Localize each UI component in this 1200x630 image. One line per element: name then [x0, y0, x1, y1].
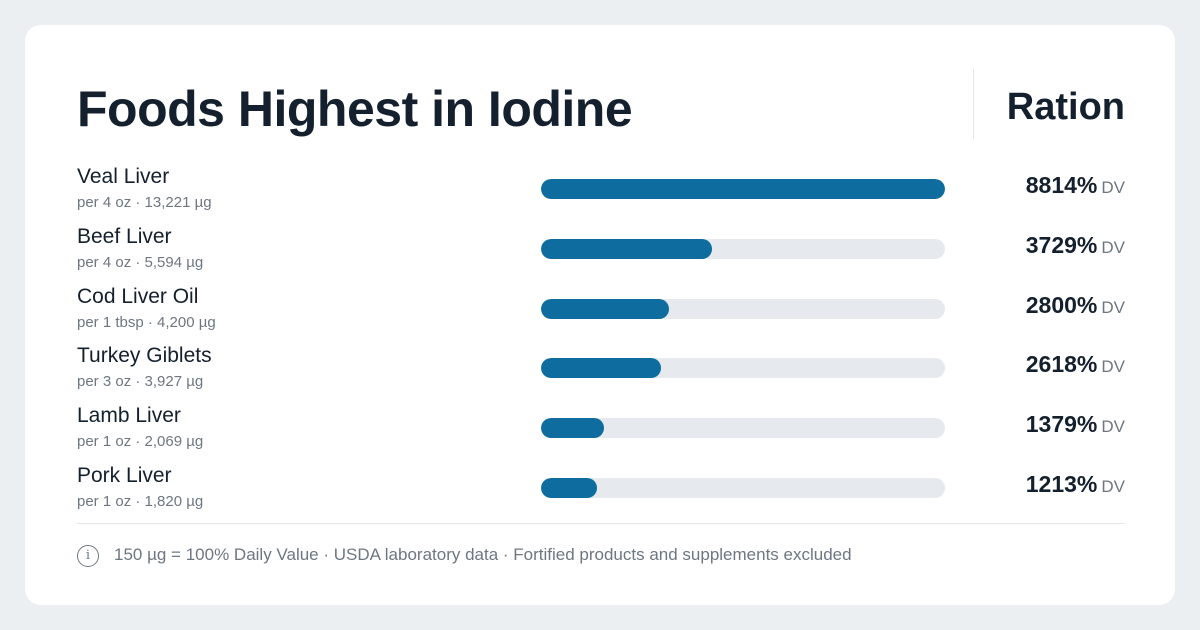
- dv-unit: DV: [1101, 357, 1125, 377]
- dv-unit: DV: [1101, 297, 1125, 317]
- footer: i 150 µg = 100% Daily Value · USDA labor…: [77, 543, 1125, 571]
- food-name: Turkey Giblets: [77, 344, 212, 368]
- bar-fill: [541, 298, 670, 319]
- bar-fill: [541, 238, 712, 259]
- bar-fill: [541, 179, 945, 199]
- bar-track: [541, 478, 945, 498]
- footnote: 150 µg = 100% Daily Value · USDA laborat…: [114, 545, 852, 564]
- table-row: Pork Liver per 1 oz · 1,820 µg 1213% DV: [77, 462, 1125, 520]
- percent-value: 3729%: [1025, 231, 1098, 258]
- bar-track: [541, 418, 945, 439]
- percent-value: 2800%: [1025, 291, 1098, 318]
- serving-info: per 3 oz · 3,927 µg: [77, 373, 204, 391]
- value-label: 1379% DV: [1026, 410, 1125, 440]
- bar-track: [541, 298, 945, 319]
- page-title: Foods Highest in Iodine: [77, 81, 633, 137]
- dv-unit: DV: [1101, 477, 1125, 496]
- food-name: Pork Liver: [77, 464, 172, 487]
- serving-info: per 1 tbsp · 4,200 µg: [77, 313, 216, 331]
- value-label: 1213% DV: [1026, 470, 1125, 500]
- value-label: 8814% DV: [1026, 171, 1125, 201]
- serving-info: per 1 oz · 2,069 µg: [77, 433, 204, 451]
- value-label: 2800% DV: [1026, 291, 1125, 321]
- food-name: Lamb Liver: [77, 404, 181, 428]
- bar-fill: [541, 358, 661, 379]
- table-row: Cod Liver Oil per 1 tbsp · 4,200 µg 2800% D…: [77, 283, 1125, 341]
- percent-value: 8814%: [1025, 172, 1098, 198]
- food-name: Cod Liver Oil: [77, 284, 199, 308]
- serving-info: per 4 oz · 5,594 µg: [77, 253, 204, 271]
- bar-track: [541, 179, 945, 199]
- table-row: Veal Liver per 4 oz · 13,221 µg 8814% DV: [77, 163, 1125, 221]
- bar-fill: [541, 418, 605, 439]
- dv-unit: DV: [1101, 417, 1125, 437]
- bar-track: [541, 238, 945, 259]
- percent-value: 1379%: [1025, 411, 1098, 438]
- table-row: Beef Liver per 4 oz · 5,594 µg 3729% DV: [77, 223, 1125, 281]
- food-name: Veal Liver: [77, 165, 170, 188]
- card-header: Foods Highest in Iodine Ration: [77, 69, 1125, 165]
- bar-track: [541, 358, 945, 379]
- info-icon: i: [77, 545, 99, 567]
- value-label: 3729% DV: [1026, 231, 1125, 261]
- serving-info: per 1 oz · 1,820 µg: [77, 493, 204, 510]
- chart-card: Foods Highest in Iodine Ration Veal Live…: [25, 25, 1175, 605]
- food-name: Beef Liver: [77, 224, 172, 248]
- serving-info: per 4 oz · 13,221 µg: [77, 194, 212, 211]
- percent-value: 2618%: [1025, 351, 1098, 378]
- table-row: Turkey Giblets per 3 oz · 3,927 µg 2618% DV: [77, 342, 1125, 400]
- header-divider: [973, 69, 974, 139]
- value-label: 2618% DV: [1026, 350, 1125, 380]
- percent-value: 1213%: [1025, 471, 1098, 497]
- brand-logo: Ration: [1006, 86, 1125, 128]
- dv-unit: DV: [1101, 237, 1125, 257]
- dv-unit: DV: [1101, 178, 1125, 197]
- footer-divider: [77, 523, 1125, 524]
- table-row: Lamb Liver per 1 oz · 2,069 µg 1379% DV: [77, 402, 1125, 460]
- bar-fill: [541, 478, 597, 498]
